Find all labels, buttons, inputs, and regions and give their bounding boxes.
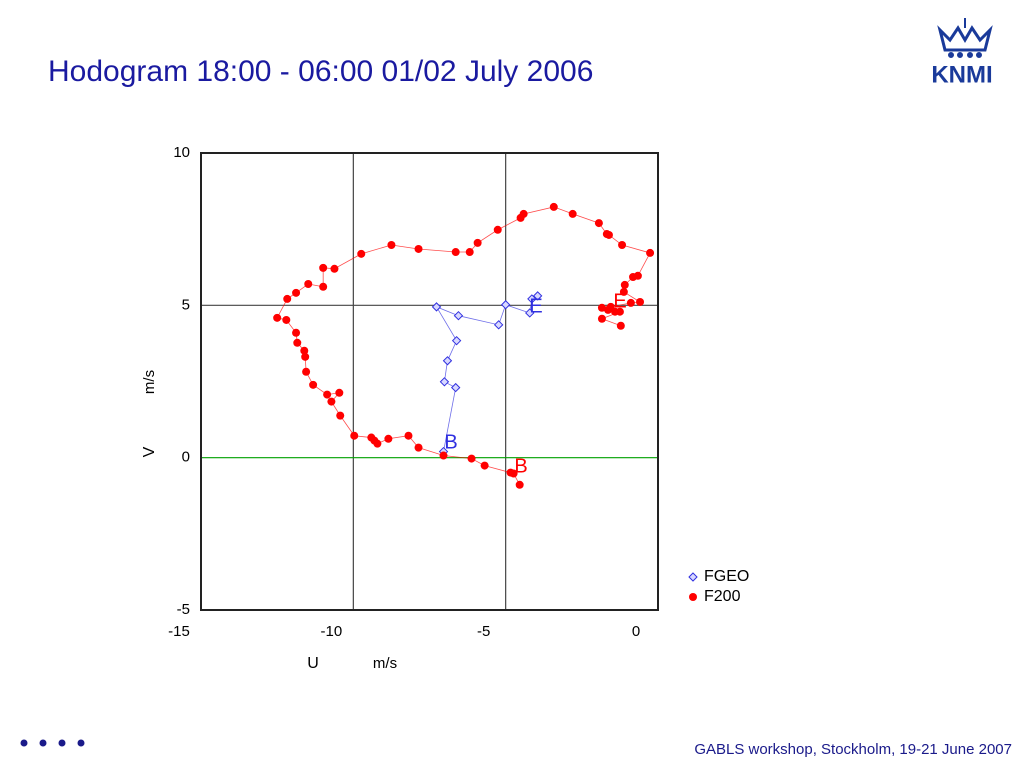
- data-point: [292, 288, 301, 297]
- data-point: [439, 451, 448, 460]
- data-point: [302, 367, 311, 376]
- slide-title: Hodogram 18:00 - 06:00 01/02 July 2006: [48, 55, 593, 88]
- x-tick-label: -10: [320, 623, 342, 640]
- data-point: [549, 202, 558, 211]
- plot-frame: [200, 152, 659, 611]
- data-point: [330, 264, 339, 273]
- y-tick-label: 5: [182, 296, 190, 313]
- y-tick-label: 0: [182, 449, 190, 466]
- data-point: [387, 241, 396, 250]
- data-point: [615, 307, 624, 316]
- x-tick-label: -15: [168, 623, 190, 640]
- data-point: [465, 248, 474, 257]
- data-point: [357, 249, 366, 258]
- data-point: [620, 280, 629, 289]
- data-point: [451, 335, 462, 346]
- series-line: [435, 295, 538, 452]
- data-point: [493, 320, 504, 330]
- data-point: [292, 328, 301, 337]
- series: [431, 291, 543, 457]
- data-point: [327, 397, 336, 406]
- data-point: [515, 480, 524, 489]
- data-point: [467, 454, 476, 463]
- data-point: [319, 263, 328, 272]
- x-tick-label: 0: [632, 623, 640, 640]
- data-point: [604, 230, 613, 239]
- data-point: [282, 315, 291, 324]
- data-point: [350, 431, 359, 440]
- y-axis-label: V: [141, 446, 158, 457]
- data-point: [336, 411, 345, 420]
- data-point: [414, 244, 423, 253]
- data-point: [594, 219, 603, 228]
- data-point: [439, 377, 450, 387]
- x-axis-label: U: [307, 655, 319, 672]
- data-point: [597, 303, 606, 312]
- data-point: [519, 209, 528, 218]
- data-point: [309, 380, 318, 389]
- data-point: [619, 287, 628, 296]
- data-point: [629, 272, 638, 281]
- annotation: B: [514, 455, 527, 477]
- data-point: [367, 433, 376, 442]
- data-point: [532, 291, 543, 301]
- series: [273, 202, 655, 489]
- data-point: [304, 280, 313, 289]
- annotation: B: [444, 431, 457, 453]
- data-point: [506, 468, 515, 477]
- slide-dots: [20, 739, 85, 747]
- x-tick-label: -5: [477, 623, 490, 640]
- legend-label: FGEO: [704, 568, 749, 585]
- data-point: [500, 300, 511, 310]
- data-point: [273, 313, 282, 322]
- data-point: [604, 305, 613, 314]
- data-point: [450, 382, 461, 393]
- data-point: [335, 388, 344, 397]
- data-point: [525, 308, 535, 318]
- data-point: [597, 314, 606, 323]
- data-point: [480, 461, 489, 470]
- data-point: [493, 225, 502, 234]
- y-tick-label: 10: [173, 144, 190, 161]
- data-point: [451, 248, 460, 257]
- data-point: [473, 238, 482, 247]
- data-point: [616, 321, 625, 330]
- data-point: [442, 356, 453, 366]
- x-axis-unit: m/s: [373, 655, 397, 672]
- data-point: [323, 390, 332, 399]
- logo-text: KNMI: [931, 61, 992, 88]
- legend-label: F200: [704, 588, 741, 605]
- data-point: [527, 294, 537, 304]
- data-point: [384, 434, 393, 443]
- data-point: [414, 443, 423, 452]
- data-point: [568, 209, 577, 218]
- annotation: E: [529, 295, 542, 317]
- data-point: [431, 302, 442, 312]
- data-point: [283, 294, 292, 303]
- legend-marker: [689, 593, 697, 601]
- data-point: [636, 297, 645, 306]
- data-point: [646, 248, 655, 257]
- data-point: [626, 298, 635, 307]
- data-point: [301, 352, 310, 361]
- annotation: E: [613, 290, 626, 312]
- y-axis-unit: m/s: [141, 370, 158, 394]
- data-point: [618, 241, 627, 250]
- logo-crown: [937, 18, 993, 58]
- data-point: [319, 282, 328, 291]
- legend-marker: [688, 572, 698, 582]
- footer: GABLS workshop, Stockholm, 19-21 June 20…: [694, 741, 1012, 758]
- data-point: [293, 338, 302, 347]
- data-point: [453, 310, 464, 321]
- data-point: [300, 346, 309, 355]
- y-tick-label: -5: [177, 601, 190, 618]
- data-point: [404, 431, 413, 440]
- series-line: [276, 206, 651, 485]
